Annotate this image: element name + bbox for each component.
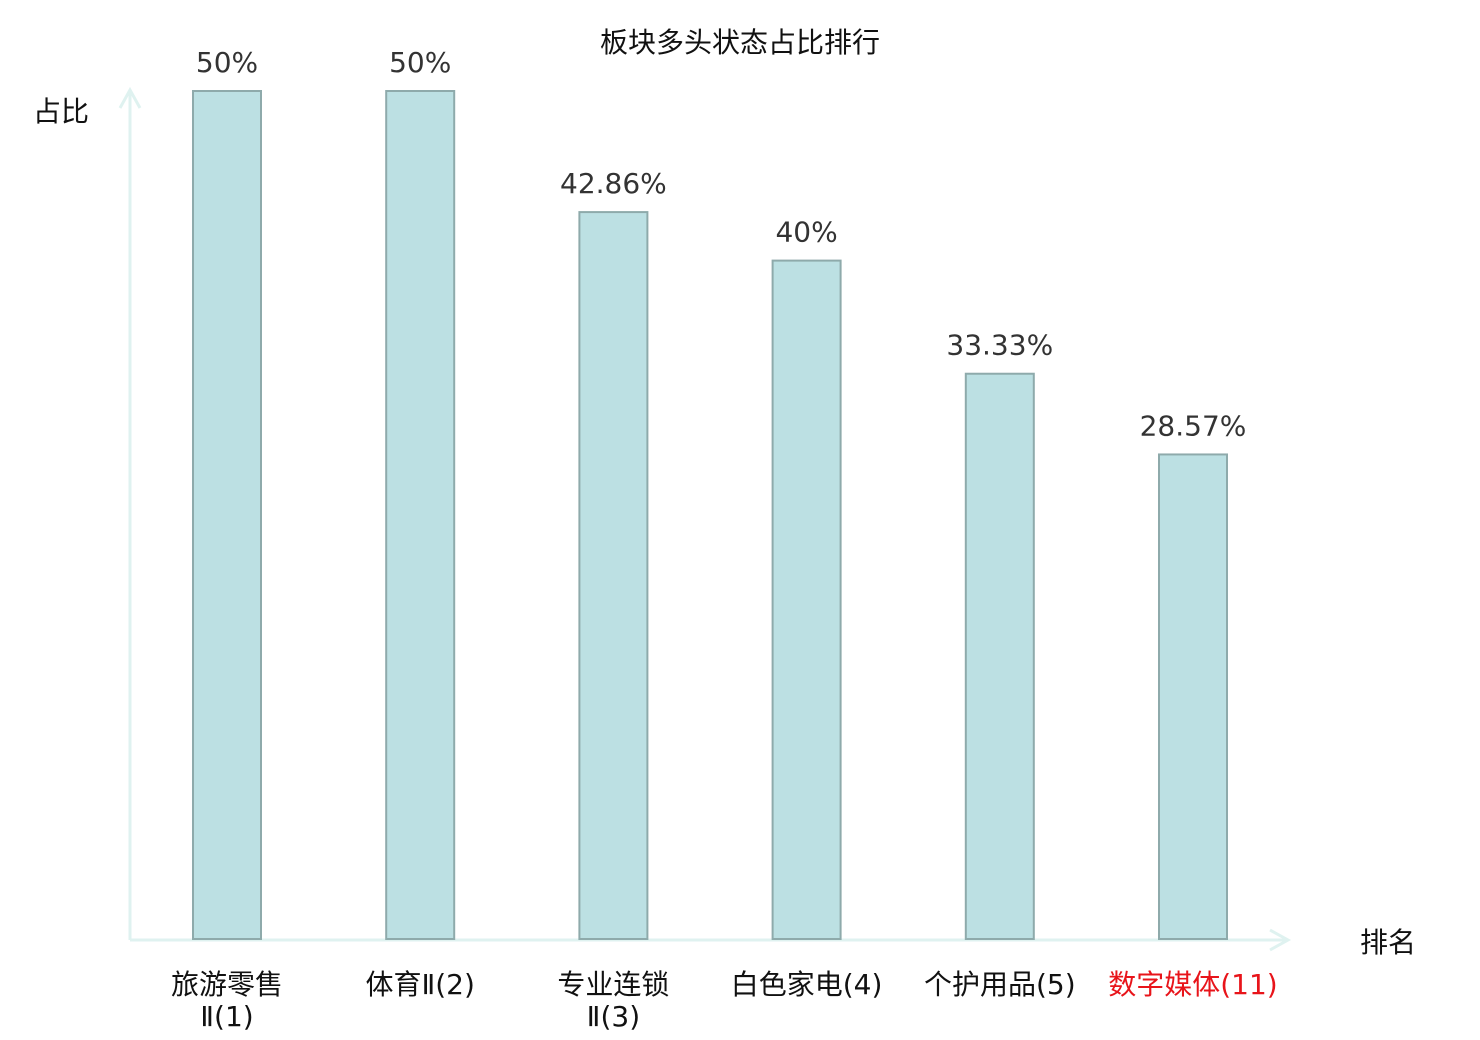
data-label: 33.33% [946,329,1053,362]
bar [385,90,456,940]
bar [578,211,649,940]
data-label: 40% [775,216,837,249]
x-tick-label: Ⅱ(3) [587,1000,640,1033]
x-axis-arrow [1269,928,1292,952]
x-tick-label: 白色家电(4) [731,968,883,1001]
bar [771,259,842,941]
axes [118,86,1292,952]
bar [1158,453,1228,940]
x-tick-label: 专业连锁 [557,968,669,1001]
data-label: 50% [196,46,258,79]
x-tick-label: 数字媒体(11) [1108,968,1277,1001]
data-label: 42.86% [560,167,667,200]
x-tick-label: 体育Ⅱ(2) [365,968,474,1001]
data-label: 28.57% [1140,409,1247,442]
x-tick-label: Ⅱ(1) [200,1000,253,1033]
bar [192,90,262,940]
x-tick-label: 旅游零售 [171,968,283,1001]
chart-title: 板块多头状态占比排行 [600,26,880,59]
y-axis-arrow [118,86,142,109]
y-axis-label: 占比 [33,95,89,128]
data-label: 50% [389,46,451,79]
bar [964,372,1035,940]
x-tick-label: 个护用品(5) [924,968,1076,1001]
x-axis-label: 排名 [1360,926,1416,959]
